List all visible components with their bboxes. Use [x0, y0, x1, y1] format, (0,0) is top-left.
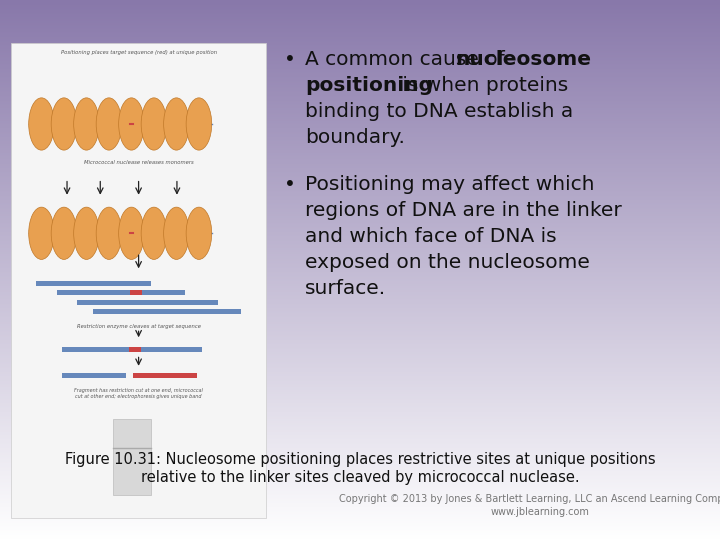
Text: and which face of DNA is: and which face of DNA is	[305, 227, 557, 246]
Ellipse shape	[141, 98, 167, 150]
Text: Copyright © 2013 by Jones & Bartlett Learning, LLC an Ascend Learning Company: Copyright © 2013 by Jones & Bartlett Lea…	[338, 494, 720, 504]
Text: boundary.: boundary.	[305, 128, 405, 147]
Text: Restriction enzyme cleaves at target sequence: Restriction enzyme cleaves at target seq…	[76, 323, 201, 328]
Bar	[62, 347, 202, 352]
Text: Positioning may affect which: Positioning may affect which	[305, 175, 595, 194]
Ellipse shape	[29, 98, 54, 150]
Ellipse shape	[186, 98, 212, 150]
Bar	[62, 374, 126, 378]
Text: nucleosome: nucleosome	[455, 50, 591, 69]
Ellipse shape	[96, 207, 122, 259]
Bar	[57, 291, 184, 295]
Ellipse shape	[119, 98, 144, 150]
Text: •: •	[284, 50, 296, 69]
Ellipse shape	[51, 98, 77, 150]
Bar	[36, 281, 151, 286]
Ellipse shape	[73, 207, 99, 259]
Bar	[130, 291, 143, 295]
Ellipse shape	[141, 207, 167, 259]
Ellipse shape	[119, 207, 144, 259]
Bar	[129, 347, 141, 352]
Text: surface.: surface.	[305, 279, 386, 298]
Text: regions of DNA are in the linker: regions of DNA are in the linker	[305, 201, 622, 220]
Text: •: •	[284, 175, 296, 194]
Text: binding to DNA establish a: binding to DNA establish a	[305, 102, 573, 121]
Text: exposed on the nucleosome: exposed on the nucleosome	[305, 253, 590, 272]
Bar	[133, 374, 197, 378]
Ellipse shape	[163, 98, 189, 150]
Text: Fragment has restriction cut at one end, micrococcal
cut at other end; electroph: Fragment has restriction cut at one end,…	[74, 388, 203, 399]
Text: relative to the linker sites cleaved by micrococcal nuclease.: relative to the linker sites cleaved by …	[140, 470, 580, 485]
Text: A common cause of: A common cause of	[305, 50, 511, 69]
Text: Figure 10.31: Nucleosome positioning places restrictive sites at unique position: Figure 10.31: Nucleosome positioning pla…	[65, 452, 655, 467]
Bar	[77, 300, 218, 305]
Text: www.jblearning.com: www.jblearning.com	[490, 507, 590, 517]
Text: positioning: positioning	[305, 76, 433, 95]
Ellipse shape	[96, 98, 122, 150]
Text: Micrococcal nuclease releases monomers: Micrococcal nuclease releases monomers	[84, 160, 194, 165]
Bar	[93, 309, 240, 314]
Ellipse shape	[29, 207, 54, 259]
Ellipse shape	[163, 207, 189, 259]
Text: Positioning places target sequence (red) at unique position: Positioning places target sequence (red)…	[60, 50, 217, 55]
Bar	[113, 418, 151, 495]
Text: is when proteins: is when proteins	[396, 76, 568, 95]
Ellipse shape	[51, 207, 77, 259]
Ellipse shape	[186, 207, 212, 259]
Ellipse shape	[73, 98, 99, 150]
